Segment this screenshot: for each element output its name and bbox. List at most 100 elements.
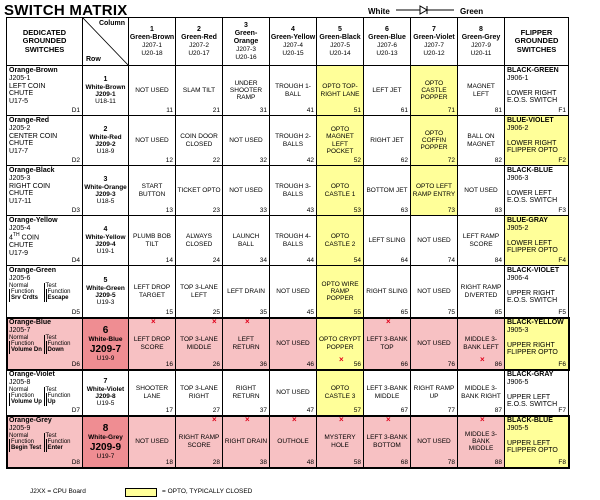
switch-number: 32 <box>259 156 267 164</box>
dedicated-wire-color: Orange-Yellow <box>9 217 58 224</box>
row-number: 5 <box>103 276 108 284</box>
column-j2: U20-18 <box>141 49 163 57</box>
column-j1: J207-4 <box>283 42 303 50</box>
function-line: Normal <box>9 282 29 289</box>
function-line: Function <box>9 340 44 348</box>
switch-name: NOT USED <box>276 287 310 295</box>
switch-name: OUTHOLE <box>277 437 309 445</box>
flipper-line <box>507 433 566 440</box>
function-line: Function <box>9 392 44 400</box>
switch-cell: NOT USED 18 <box>128 415 176 468</box>
switch-name: NOT USED <box>276 388 310 396</box>
row-wire-color: White-Red <box>89 133 122 141</box>
function-line: Enter <box>45 445 81 452</box>
switch-number: 24 <box>212 256 220 264</box>
column-header-6: 6 Green-Blue J207-6 U20-13 <box>363 17 411 66</box>
switch-cell: LEFT RETURN 36 × <box>222 317 270 370</box>
column-j2: U20-15 <box>282 49 304 57</box>
function-line: Test <box>45 432 57 439</box>
dedicated-line: CHUTE <box>9 241 34 249</box>
row-connector: U18-11 <box>95 98 116 106</box>
flipper-line: LOWER LEFT <box>507 239 552 247</box>
switch-number: 23 <box>212 206 220 214</box>
function-line: Test <box>45 386 57 393</box>
dedicated-line: J205-9 <box>9 424 31 432</box>
row-return-cell: 5 White-Green J209-5 U19-3 <box>82 265 129 318</box>
matrix-row: Orange-Green J205-6 Normal Function Srv Crdt… <box>6 265 569 318</box>
switch-name: NOT USED <box>135 437 169 445</box>
flipper-wire-color: BLACK-BLUE <box>507 417 553 424</box>
fault-mark-icon: × <box>245 415 250 424</box>
switch-cell: NOT USED 33 <box>222 165 270 216</box>
column-j2: U20-17 <box>188 49 210 57</box>
row-number: 6 <box>102 325 109 337</box>
switch-number: 53 <box>353 206 361 214</box>
dedicated-wire-color: Orange-Grey <box>9 417 52 424</box>
switch-name: MIDDLE 3-BANK RIGHT <box>461 385 501 400</box>
switch-cell: NOT USED 75 <box>410 265 458 318</box>
switch-name: NOT USED <box>417 236 451 244</box>
column-col-color: Green-Yellow <box>270 34 316 42</box>
switch-cell: MIDDLE 3-BANK LEFT 86 × <box>457 317 505 370</box>
flipper-switch-cell: BLACK-YELLOW J905-3 UPPER RIGHT FLIPPER OPT… <box>504 317 569 370</box>
switch-number: 44 <box>306 256 314 264</box>
switch-name: RIGHT RAMP DIVERTED <box>460 284 502 299</box>
flipper-line <box>507 83 566 90</box>
row-connector: J209-4 <box>95 240 116 248</box>
switch-number: 73 <box>447 206 455 214</box>
column-num: 6 <box>385 25 389 33</box>
flipper-wire-color: BLACK-GRAY <box>507 371 554 378</box>
row-wire-color: White-Brown <box>85 83 126 91</box>
diode-right-label: Green <box>460 7 484 16</box>
dedicated-line: 4TH COIN <box>9 231 40 241</box>
switch-number: 33 <box>259 206 267 214</box>
switch-number: 86 <box>494 360 502 368</box>
row-return-cell: 8 White-Grey J209-9 U19-7 <box>82 415 129 468</box>
switch-name: OPTO CASTLE 2 <box>324 233 356 248</box>
switch-cell: ALWAYS CLOSED 24 <box>175 215 223 266</box>
fault-mark-icon: × <box>339 355 344 365</box>
flipper-line <box>507 335 566 342</box>
dedicated-switch-cell: Orange-Grey J205-9 Normal Function Begin Tes… <box>6 415 83 468</box>
dedicated-switch-cell: Orange-Blue J205-7 Normal Function Volume Dn… <box>6 317 83 370</box>
flipper-wire-color: BLUE-GRAY <box>507 217 548 224</box>
switch-name: LEFT 3-BANK MIDDLE <box>366 385 408 400</box>
flipper-line: J906-4 <box>507 274 529 282</box>
flipper-line: J905-5 <box>507 424 529 432</box>
column-j2: U20-11 <box>470 49 492 57</box>
switch-number: 75 <box>447 308 455 316</box>
flipper-line: UPPER RIGHT <box>507 341 555 349</box>
switch-cell: LEFT SLING 64 <box>363 215 411 266</box>
flipper-line: FLIPPER OPTO <box>507 247 558 255</box>
switch-number: 18 <box>165 458 173 466</box>
legend-cpu-note: J2XX = CPU Board <box>30 488 86 495</box>
switch-cell: PLUMB BOB TILT 14 <box>128 215 176 266</box>
function-line: Normal <box>9 432 29 439</box>
switch-number: 88 <box>494 458 502 466</box>
flipper-switch-cell: BLUE-VIOLET J906-2 LOWER RIGHT FLIPPER OPTO… <box>504 115 569 166</box>
switch-number: 17 <box>165 406 173 414</box>
switch-cell: MIDDLE 3-BANK RIGHT 87 <box>457 369 505 416</box>
legend-swatch <box>125 488 157 497</box>
switch-cell: OUTHOLE 48 × <box>269 415 317 468</box>
row-connector: J209-1 <box>95 90 116 98</box>
row-connector: U19-9 <box>96 354 115 362</box>
column-col-color: Green-Grey <box>461 34 501 42</box>
flipper-line: J905-3 <box>507 326 529 334</box>
column-j1: J207-5 <box>330 42 350 50</box>
switch-number: 38 <box>259 458 267 466</box>
switch-number: 85 <box>494 308 502 316</box>
switch-name: TROUGH 2-BALLS <box>275 133 311 148</box>
column-num: 3 <box>244 21 248 29</box>
switch-number: 15 <box>165 308 173 316</box>
column-j2: U20-16 <box>235 53 257 61</box>
function-subtable: Normal Function Volume Up Test Function Up <box>9 386 80 406</box>
switch-number: 51 <box>353 106 361 114</box>
dedicated-switch-cell: Orange-Black J205-3 RIGHT COIN CHUTE U17-11 D… <box>6 165 83 216</box>
flipper-line: LOWER RIGHT <box>507 139 557 147</box>
switch-name: LAUNCH BALL <box>232 233 260 248</box>
switch-cell: NOT USED 74 <box>410 215 458 266</box>
switch-cell: OPTO TOP-RIGHT LANE 51 <box>316 65 364 116</box>
column-col-color: Green-Red <box>181 34 217 42</box>
switch-number: 14 <box>165 256 173 264</box>
